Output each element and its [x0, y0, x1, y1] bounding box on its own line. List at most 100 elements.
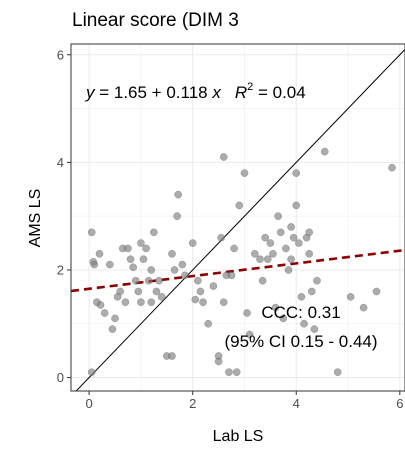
data-point: [256, 255, 264, 264]
data-point: [188, 239, 197, 247]
data-point: [227, 271, 236, 280]
data-point: [126, 255, 135, 264]
data-point: [274, 212, 282, 221]
data-point: [307, 287, 316, 296]
data-point: [287, 255, 295, 264]
data-point: [287, 223, 295, 231]
data-point: [279, 314, 288, 323]
x-tick-label: 0: [86, 396, 93, 411]
r2-value: = 0.04: [253, 83, 305, 102]
panel-border: [70, 43, 405, 392]
data-point: [292, 169, 301, 177]
equation-label: y = 1.65 + 0.118 x R2 = 0.04: [85, 81, 306, 102]
data-point: [346, 293, 355, 301]
data-point: [232, 368, 241, 377]
data-point: [214, 357, 223, 366]
data-point: [305, 228, 314, 237]
data-point: [170, 266, 179, 274]
data-point: [204, 319, 213, 328]
grid: [71, 44, 405, 391]
data-point: [297, 293, 306, 301]
data-point: [294, 239, 303, 247]
data-point: [168, 249, 176, 258]
data-point: [95, 249, 104, 258]
data-point: [137, 298, 145, 307]
data-point: [100, 309, 109, 317]
data-point: [219, 298, 228, 307]
data-point: [87, 368, 96, 377]
x-tick-label: 4: [293, 396, 300, 411]
data-point: [372, 287, 381, 296]
y-tick-label: 4: [57, 155, 64, 170]
data-point: [292, 201, 301, 210]
data-point: [174, 190, 183, 199]
data-point: [310, 325, 319, 333]
data-point: [147, 298, 156, 307]
data-point: [359, 303, 368, 312]
r2-exponent: 2: [247, 81, 253, 93]
data-point: [284, 266, 293, 274]
data-point: [266, 239, 275, 247]
ccc-label: CCC: 0.31: [261, 303, 340, 322]
data-point: [178, 260, 187, 269]
data-point: [90, 260, 99, 269]
data-point: [263, 255, 272, 264]
identity-line: [75, 49, 405, 391]
data-point: [152, 287, 161, 296]
data-point: [230, 244, 238, 253]
lines-layer: [71, 49, 405, 391]
data-point: [129, 263, 137, 272]
data-point: [333, 368, 342, 377]
data-point: [199, 298, 207, 307]
chart-title: Linear score (DIM 3: [72, 10, 239, 31]
data-point: [111, 314, 119, 323]
data-point: [194, 276, 202, 285]
data-point: [240, 169, 249, 177]
data-point: [320, 147, 329, 156]
data-point: [217, 233, 226, 242]
data-point: [225, 368, 233, 377]
data-point: [388, 163, 396, 172]
data-point: [219, 153, 228, 161]
r2-label: R: [235, 83, 247, 102]
data-point: [137, 239, 145, 247]
points-layer: [87, 147, 396, 377]
data-point: [142, 244, 150, 253]
data-point: [134, 287, 143, 296]
ticks-layer: 0 2 4 6 0 2 4 6: [57, 47, 404, 411]
x-axis-title: Lab LS: [213, 428, 264, 445]
data-point: [121, 298, 130, 307]
equation-var: x: [211, 83, 221, 102]
data-point: [269, 249, 277, 258]
data-point: [181, 271, 189, 280]
data-point: [168, 352, 176, 360]
equation-body: = 1.65 + 0.118: [95, 83, 213, 102]
data-point: [271, 303, 280, 312]
data-point: [144, 276, 153, 285]
regression-line: [71, 248, 405, 293]
data-point: [191, 295, 200, 304]
data-point: [300, 319, 308, 328]
equation-lhs: y: [85, 83, 96, 102]
data-point: [196, 287, 205, 296]
data-point: [157, 293, 166, 301]
x-tick-label: 6: [396, 396, 403, 411]
data-point: [108, 325, 117, 333]
y-tick-label: 2: [57, 262, 64, 277]
data-point: [150, 228, 158, 237]
y-tick-label: 0: [57, 370, 64, 385]
data-point: [305, 249, 314, 258]
ccc-ci-label: (95% CI 0.15 - 0.44): [224, 332, 377, 351]
data-point: [105, 260, 114, 269]
data-point: [124, 244, 132, 253]
data-point: [139, 255, 148, 264]
data-point: [96, 301, 105, 309]
data-point: [289, 233, 298, 242]
data-point: [276, 228, 285, 237]
data-point: [245, 330, 254, 339]
data-point: [87, 228, 96, 237]
data-point: [147, 266, 156, 274]
data-point: [243, 309, 251, 317]
y-axis-title: AMS LS: [27, 189, 44, 248]
